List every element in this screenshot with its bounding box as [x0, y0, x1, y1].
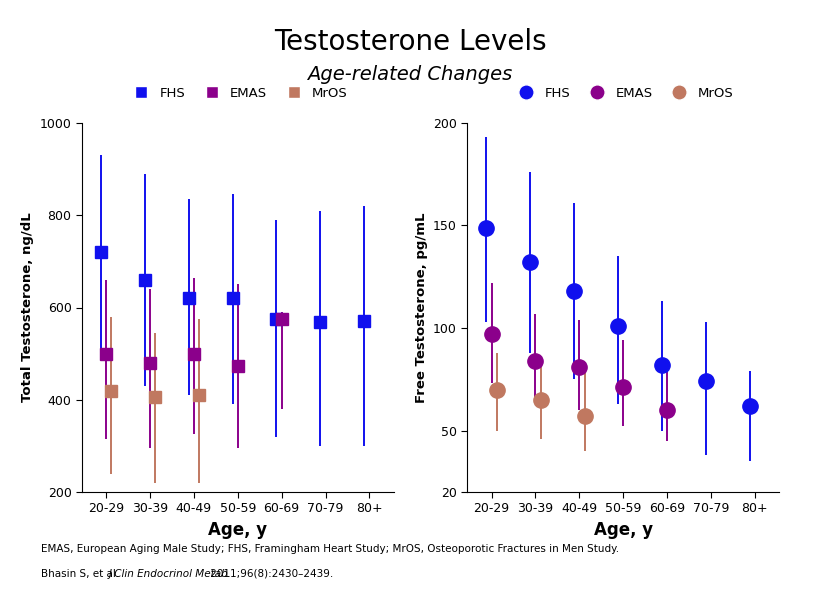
X-axis label: Age, y: Age, y: [208, 521, 267, 539]
Y-axis label: Free Testosterone, pg/mL: Free Testosterone, pg/mL: [414, 212, 427, 403]
Text: Testosterone Levels: Testosterone Levels: [274, 28, 545, 56]
Legend: FHS, EMAS, MrOS: FHS, EMAS, MrOS: [507, 82, 738, 105]
Text: J Clin Endocrinol Metab.: J Clin Endocrinol Metab.: [108, 569, 231, 579]
Text: Bhasin S, et al.: Bhasin S, et al.: [41, 569, 122, 579]
X-axis label: Age, y: Age, y: [593, 521, 652, 539]
Text: 2011;96(8):2430–2439.: 2011;96(8):2430–2439.: [207, 569, 333, 579]
Text: EMAS, European Aging Male Study; FHS, Framingham Heart Study; MrOS, Osteoporotic: EMAS, European Aging Male Study; FHS, Fr…: [41, 544, 618, 554]
Text: Age-related Changes: Age-related Changes: [307, 65, 512, 84]
Y-axis label: Total Testosterone, ng/dL: Total Testosterone, ng/dL: [21, 213, 34, 402]
Legend: FHS, EMAS, MrOS: FHS, EMAS, MrOS: [122, 82, 353, 105]
